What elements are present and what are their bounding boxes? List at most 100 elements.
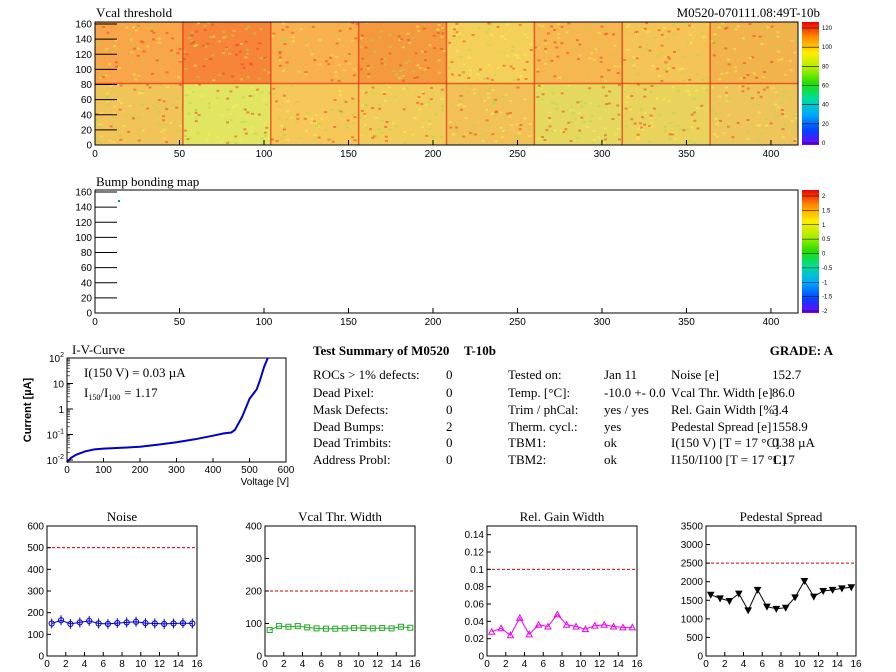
texture-dot [305,44,309,47]
texture-dot [437,71,441,74]
texture-dot [462,135,466,138]
texture-dot [165,107,169,110]
texture-dot [649,121,653,124]
y-tick-label: 140 [75,203,92,214]
texture-dot [101,73,105,76]
texture-dot [346,119,350,122]
texture-dot [750,123,754,126]
texture-dot [239,78,243,81]
texture-dot [617,113,621,116]
texture-dot [285,26,289,29]
texture-dot [662,68,666,71]
texture-dot [231,75,235,78]
texture-dot [670,132,674,135]
texture-dot [770,73,774,76]
texture-dot [632,67,636,70]
texture-dot [685,90,689,93]
texture-dot [338,41,342,44]
texture-dot [760,42,764,45]
texture-dot [580,116,584,119]
texture-dot [616,71,620,74]
texture-dot [481,139,485,142]
texture-dot [765,36,769,39]
data-point [763,603,771,611]
texture-dot [628,108,632,111]
texture-dot [278,50,282,53]
x-tick-label: 400 [763,149,780,160]
texture-dot [296,113,300,116]
y-tick-label: 160 [75,188,92,199]
texture-dot [613,65,617,68]
texture-dot [242,66,246,69]
y-tick-label: 140 [75,35,92,46]
texture-dot [250,86,254,89]
texture-dot [235,53,239,56]
vcal-threshold-map: Vcal threshold M0520-070111.08:49T-10b 0… [75,5,832,160]
texture-dot [459,103,463,106]
texture-dot [486,77,490,80]
texture-dot [243,108,247,111]
x-tick-label: 200 [425,149,442,160]
texture-dot [440,47,444,50]
texture-dot [238,50,242,53]
summary-label: I150/I100 [T = 17 °C] [671,452,786,467]
texture-dot [690,113,694,116]
texture-dot [380,119,384,122]
summary-label: Mask Defects: [313,402,388,417]
texture-dot [282,69,286,72]
texture-dot [780,58,784,61]
texture-dot [496,66,500,69]
texture-dot [512,78,516,81]
texture-dot [112,112,116,115]
texture-dot [451,133,455,136]
texture-dot [789,69,793,72]
palette-tick-label: 100 [822,45,833,51]
texture-dot [262,98,266,101]
texture-dot [793,51,797,54]
texture-dot [727,63,731,66]
data-point [294,623,301,630]
texture-dot [630,118,634,121]
palette-tick-label: 2 [822,194,826,200]
y-tick-label: 0 [256,652,262,663]
texture-dot [504,131,508,134]
texture-dot [674,138,678,141]
texture-dot [416,76,420,79]
texture-dot [399,69,403,72]
texture-dot [710,86,714,89]
texture-dot [141,129,145,132]
texture-dot [140,92,144,95]
texture-dot [285,68,289,71]
texture-dot [313,120,317,123]
texture-dot [725,91,729,94]
texture-dot [363,111,367,114]
texture-dot [212,35,216,38]
texture-dot [342,69,346,72]
texture-dot [565,31,569,34]
texture-dot [406,39,410,42]
texture-dot [589,120,593,123]
summary-value: ok [604,435,618,450]
texture-dot [790,120,794,123]
x-tick-label: 0 [44,659,50,670]
texture-dot [664,129,668,132]
x-tick-label: 50 [174,317,186,328]
texture-dot [421,91,425,94]
texture-dot [660,44,664,47]
texture-dot [133,88,137,91]
texture-dot [418,67,422,70]
texture-dot [681,67,685,70]
palette-tick-label: 1.5 [822,208,831,214]
texture-dot [575,39,579,42]
texture-dot [267,71,271,74]
texture-dot [458,36,462,39]
texture-dot [667,137,671,140]
y-tick-label: 0 [697,652,703,663]
texture-dot [467,77,471,80]
texture-dot [510,123,514,126]
y-tick-label: 3000 [681,540,704,551]
texture-dot [655,97,659,100]
texture-dot [738,85,742,88]
texture-dot [384,139,388,142]
module-id: M0520-070111.08:49T-10b [677,5,820,20]
